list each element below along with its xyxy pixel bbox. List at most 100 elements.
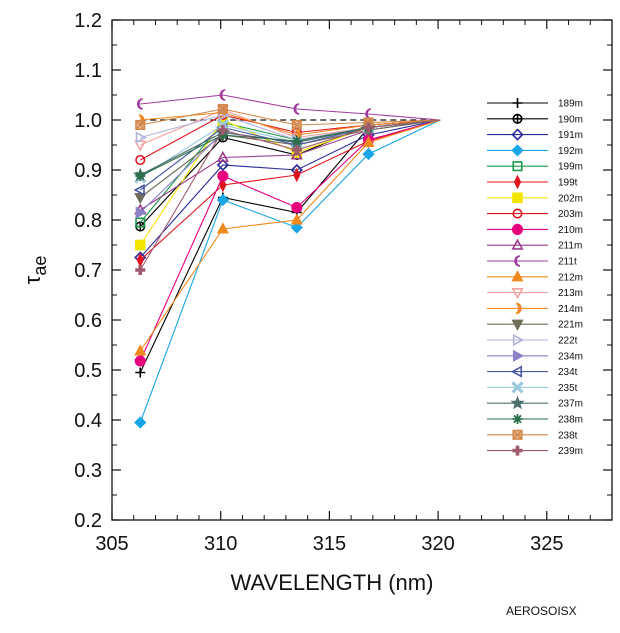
legend-marker xyxy=(512,161,523,172)
legend-marker xyxy=(514,255,521,267)
legend-marker xyxy=(512,98,523,108)
legend-item-199t: 199t xyxy=(487,174,578,190)
series-line-213m xyxy=(140,109,441,146)
legend-marker xyxy=(511,238,524,250)
data-point-238t xyxy=(218,104,228,114)
y-axis-title-sub: ae xyxy=(30,256,50,276)
data-point-192m xyxy=(362,147,375,161)
series-line-189m xyxy=(139,119,441,373)
data-point-212m xyxy=(362,135,375,148)
series-202m xyxy=(134,114,441,251)
legend-label: 189m xyxy=(558,99,583,110)
data-point-192m xyxy=(134,416,147,429)
legend-label: 238t xyxy=(558,430,578,441)
legend-marker xyxy=(511,144,524,157)
plot-frame xyxy=(111,19,613,521)
x-tick-label: 315 xyxy=(313,533,346,555)
y-tick-label: 1.1 xyxy=(74,60,102,82)
legend-item-213m: 213m xyxy=(487,288,583,300)
data-point-238t xyxy=(291,120,302,130)
series-line-211t xyxy=(140,94,441,121)
y-tick-label: 0.5 xyxy=(74,360,102,382)
data-point-211m xyxy=(290,148,303,160)
data-point-221m xyxy=(134,192,147,205)
legend-item-192m: 192m xyxy=(487,144,583,157)
legend-item-190m: 190m xyxy=(487,113,583,125)
legend-item-235t: 235t xyxy=(487,381,578,394)
data-point-211m xyxy=(216,150,229,163)
data-point-238t xyxy=(135,120,146,130)
data-point-199t xyxy=(219,177,227,193)
y-tick-label: 1.0 xyxy=(74,110,102,132)
series-239m xyxy=(135,119,441,275)
legend-item-189m: 189m xyxy=(487,98,583,110)
legend-label: 190m xyxy=(558,114,583,125)
data-point-192m xyxy=(216,193,230,207)
series-layer xyxy=(133,89,441,429)
data-point-238m xyxy=(135,171,146,181)
legend-label: 239m xyxy=(558,446,583,457)
data-point-210m xyxy=(217,170,229,182)
data-point-212m xyxy=(134,344,147,356)
legend-label: 212m xyxy=(558,272,583,283)
series-210m xyxy=(134,119,441,367)
x-tick-label: 320 xyxy=(421,533,454,555)
series-line-212m xyxy=(139,119,441,352)
legend-marker xyxy=(510,365,523,378)
data-point-199t xyxy=(293,167,301,183)
data-point-234m xyxy=(135,206,147,219)
legend-label: 202m xyxy=(558,193,583,204)
legend-marker xyxy=(511,288,524,300)
legend-marker xyxy=(513,174,522,190)
x-tick-label: 325 xyxy=(530,533,563,555)
series-line-222t xyxy=(140,114,441,141)
legend-item-202m: 202m xyxy=(487,192,583,204)
y-tick-label: 0.8 xyxy=(74,210,102,232)
legend-marker xyxy=(512,414,523,424)
x-tick-label: 305 xyxy=(95,533,128,555)
legend-marker xyxy=(512,113,523,124)
y-tick-label: 0.4 xyxy=(74,410,102,432)
legend-marker xyxy=(511,223,524,235)
legend-marker xyxy=(515,302,522,315)
legend-marker xyxy=(512,349,525,362)
series-238t xyxy=(135,103,441,131)
data-point-202m xyxy=(134,239,146,251)
data-point-239m xyxy=(135,265,146,275)
legend-label: 213m xyxy=(558,288,583,299)
legend-label: 210m xyxy=(558,225,583,236)
legend-label: 234t xyxy=(558,367,578,378)
legend-label: 234m xyxy=(558,351,583,362)
legend-label: 199m xyxy=(558,162,583,173)
data-point-191m xyxy=(216,158,230,172)
series-212m xyxy=(134,119,441,356)
x-axis-title: WAVELENGTH (nm) xyxy=(231,570,434,595)
legend-marker xyxy=(512,192,523,204)
legend-item-191m: 191m xyxy=(487,128,583,141)
axes: 0.2 0.3 0.4 0.5 0.6 0.7 0.8 0.9 1.0 1.1 1.2 305 310 3… xyxy=(74,10,613,555)
series-line-239m xyxy=(139,119,441,271)
y-tick-label: 0.2 xyxy=(74,510,102,532)
legend-item-238m: 238m xyxy=(487,414,583,426)
legend-item-203m: 203m xyxy=(487,208,583,220)
data-point-222t xyxy=(135,131,147,144)
legend-marker xyxy=(512,208,523,219)
legend-label: 235t xyxy=(558,383,578,394)
data-point-234t xyxy=(133,183,145,197)
series-line-237m xyxy=(140,119,441,176)
series-237m xyxy=(133,119,441,182)
legend-label: 222t xyxy=(558,336,578,347)
data-point-199m xyxy=(135,217,146,228)
series-line-214m xyxy=(140,111,441,136)
legend-item-234t: 234t xyxy=(487,365,578,378)
legend-marker xyxy=(511,319,524,331)
legend-item-212m: 212m xyxy=(487,270,583,283)
y-tick-label: 0.9 xyxy=(74,160,102,182)
legend-label: 191m xyxy=(558,130,583,141)
legend-label: 214m xyxy=(558,304,583,315)
legend-marker xyxy=(510,395,525,410)
data-point-238m xyxy=(291,136,302,146)
legend-marker xyxy=(512,445,523,456)
legend-marker xyxy=(511,270,524,282)
